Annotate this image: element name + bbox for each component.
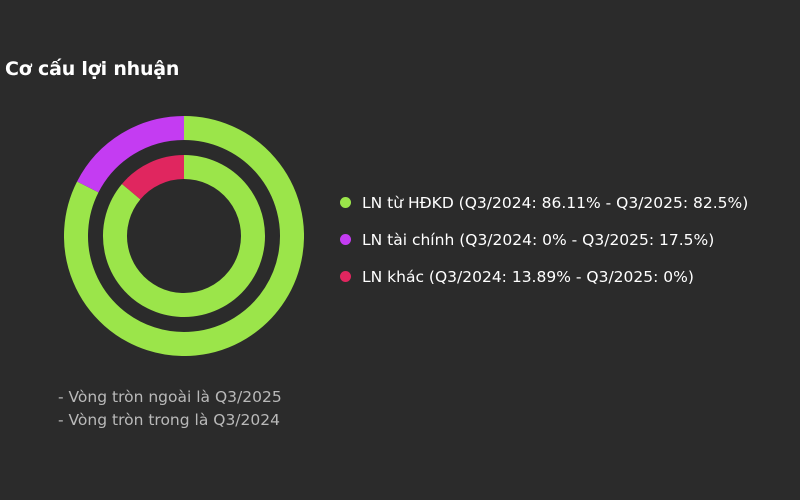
legend-dot-hdkd [340,197,351,208]
legend-label-hdkd: LN từ HĐKD (Q3/2024: 86.11% - Q3/2025: 8… [362,193,749,212]
legend-item-tai-chinh: LN tài chính (Q3/2024: 0% - Q3/2025: 17.… [340,221,748,258]
donut-svg [64,116,304,356]
outer-ring-slice-ln-tai-chinh [77,116,185,193]
note-inner-ring: - Vòng tròn trong là Q3/2024 [58,411,280,429]
donut-chart [64,116,304,356]
legend-dot-tai-chinh [340,234,351,245]
legend-label-khac: LN khác (Q3/2024: 13.89% - Q3/2025: 0%) [362,267,694,286]
legend-dot-khac [340,271,351,282]
chart-title: Cơ cấu lợi nhuận [5,58,180,80]
note-outer-ring: - Vòng tròn ngoài là Q3/2025 [58,388,282,406]
chart-legend: LN từ HĐKD (Q3/2024: 86.11% - Q3/2025: 8… [340,184,748,295]
inner-ring-slice-ln-tu-hdkd [103,155,265,317]
legend-item-khac: LN khác (Q3/2024: 13.89% - Q3/2025: 0%) [340,258,748,295]
outer-ring-slice-ln-tu-hdkd [64,116,304,356]
inner-ring-slice-ln-khac [121,155,185,200]
legend-item-hdkd: LN từ HĐKD (Q3/2024: 86.11% - Q3/2025: 8… [340,184,748,221]
legend-label-tai-chinh: LN tài chính (Q3/2024: 0% - Q3/2025: 17.… [362,230,715,249]
ring-notes: - Vòng tròn ngoài là Q3/2025 - Vòng tròn… [58,386,282,432]
